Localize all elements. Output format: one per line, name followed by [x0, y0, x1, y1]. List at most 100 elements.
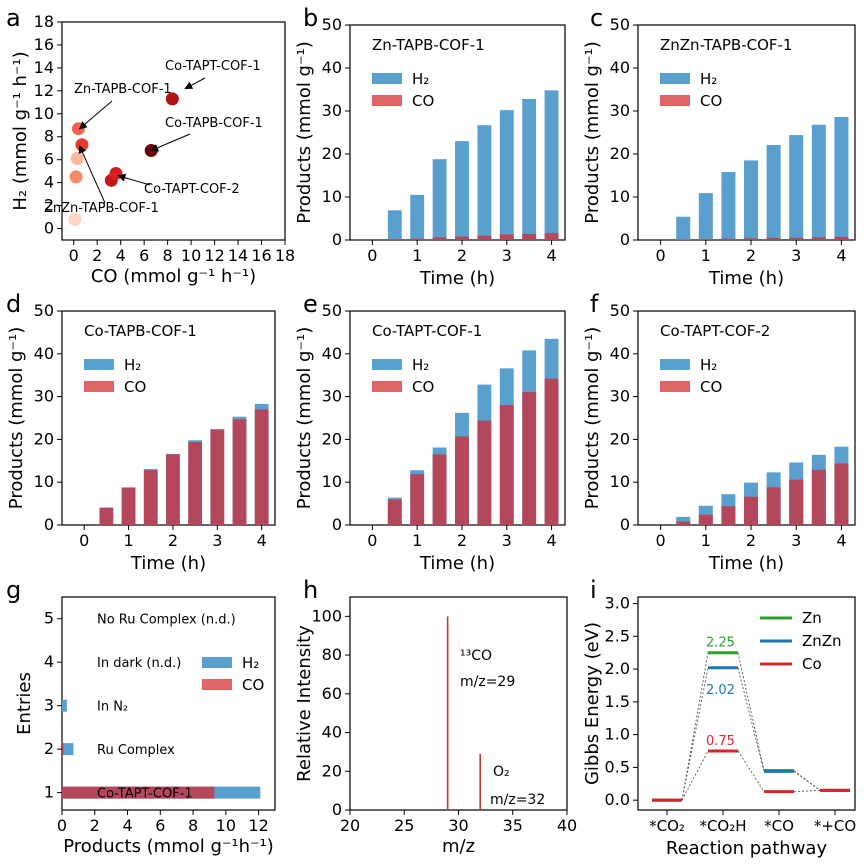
connector-zn	[681, 652, 709, 801]
x-tick-label: 8	[188, 816, 198, 835]
x-tick-label: *+CO	[814, 817, 856, 835]
x-tick-label: 4	[546, 531, 556, 550]
legend-swatch-co	[372, 381, 402, 392]
y-tick-label: 18	[34, 12, 54, 31]
bar-h2	[676, 216, 691, 240]
y-tick-label: 2	[44, 196, 54, 215]
connector-znzn	[681, 667, 709, 801]
y-tick-label: 50	[610, 301, 630, 320]
y-tick-label: 20	[322, 144, 342, 163]
value-label: 0.75	[706, 734, 735, 749]
x-tick-label: 4	[836, 246, 846, 265]
y-tick-label: 20	[322, 761, 342, 780]
y-tick-label: 40	[34, 344, 54, 363]
bar-co	[121, 487, 136, 525]
bar-co	[477, 420, 492, 525]
legend-swatch-h2	[202, 657, 232, 668]
x-tick-label: 12	[248, 816, 268, 835]
panel-title: ZnZn-TAPB-COF-1	[660, 36, 792, 54]
value-label: 2.02	[706, 683, 735, 698]
y-tick-label: 8	[44, 127, 54, 146]
bar-co	[744, 238, 759, 240]
connector-znzn	[737, 667, 765, 772]
data-point	[75, 138, 89, 152]
y-tick-label: 40	[322, 344, 342, 363]
x-tick-label: 20	[340, 816, 360, 835]
y-tick-label: 2	[44, 739, 54, 758]
bar-h2	[698, 193, 713, 240]
plot-frame	[61, 21, 286, 241]
x-tick-label: 18	[275, 246, 295, 265]
bar-co	[143, 470, 158, 525]
connector-co	[793, 789, 821, 793]
bar-co	[62, 743, 64, 756]
x-tick-label: *CO	[764, 817, 794, 835]
bar-co	[834, 463, 849, 525]
x-tick-label: 2	[457, 246, 467, 265]
panel-letter-a: a	[6, 4, 21, 32]
y-axis-label: Products (mmol g⁻¹)	[582, 41, 603, 223]
y-tick-label: 0.5	[605, 757, 630, 776]
x-tick-label: 0	[57, 816, 67, 835]
bar-co	[62, 786, 215, 799]
legend-swatch-co	[202, 679, 232, 690]
panel-title: Co-TAPT-COF-2	[660, 322, 770, 340]
legend-label-h2: H₂	[700, 70, 717, 88]
y-tick-label: 0.0	[605, 790, 630, 809]
bar-co	[387, 239, 402, 240]
legend-swatch-co	[660, 95, 690, 106]
legend-label-h2: H₂	[124, 356, 141, 374]
y-tick-label: 10	[610, 187, 630, 206]
connector-znzn	[793, 770, 821, 791]
y-tick-label: 50	[322, 15, 342, 34]
x-tick-label: 35	[503, 816, 523, 835]
panel-letter-e: e	[303, 290, 318, 318]
peak-mz-label: m/z=29	[460, 674, 515, 690]
y-tick-label: 0	[332, 800, 342, 819]
y-axis-label: Products (mmol g⁻¹)	[582, 327, 603, 509]
legend-label-znzn: ZnZn	[802, 632, 842, 650]
x-tick-label: 2	[457, 531, 467, 550]
bar-h2	[499, 110, 514, 240]
x-axis-label: Time (h)	[708, 268, 784, 289]
legend-swatch-h2	[372, 73, 402, 84]
annotation-arrow	[78, 145, 106, 204]
y-tick-label: 0	[44, 219, 54, 238]
data-point	[71, 122, 85, 136]
x-tick-label: 0	[367, 531, 377, 550]
annotation-arrow	[150, 133, 191, 152]
y-tick-label: 20	[322, 429, 342, 448]
y-tick-label: 0	[44, 515, 54, 534]
y-tick-label: 16	[34, 35, 54, 54]
x-axis-label: Products (mmol g⁻¹h⁻¹)	[63, 836, 274, 857]
y-tick-label: 0	[332, 230, 342, 249]
x-tick-label: 10	[181, 246, 201, 265]
panel-letter-b: b	[303, 4, 318, 32]
x-tick-label: 3	[791, 246, 801, 265]
x-tick-label: 8	[163, 246, 173, 265]
x-axis-label: Time (h)	[708, 553, 784, 574]
x-tick-label: 4	[122, 816, 132, 835]
peak-label: O₂	[493, 764, 510, 780]
panel-title: Co-TAPT-COF-1	[372, 322, 482, 340]
bar-co	[544, 233, 559, 240]
x-tick-label: 1	[701, 246, 711, 265]
x-axis-label: Time (h)	[419, 268, 495, 289]
y-tick-label: 30	[610, 101, 630, 120]
x-tick-label: 0	[656, 531, 666, 550]
x-tick-label: 16	[251, 246, 271, 265]
bar-co	[410, 238, 425, 240]
panel-b-bar-chart: Time (h) Products (mmol g⁻¹) 0 10 20 30 40 50 0 1…	[294, 15, 566, 289]
bar-h2	[811, 124, 826, 240]
y-tick-label: 30	[322, 387, 342, 406]
bar-co	[698, 514, 713, 525]
y-tick-label: 10	[322, 187, 342, 206]
panel-title: Zn-TAPB-COF-1	[372, 36, 485, 54]
connector-co	[737, 750, 765, 792]
x-tick-label: 2	[746, 246, 756, 265]
panel-e-bar-chart: Time (h) Products (mmol g⁻¹) 0 10 20 30 40 50 0 1…	[294, 301, 566, 574]
bar-co	[254, 409, 269, 525]
x-tick-label: 25	[394, 816, 414, 835]
